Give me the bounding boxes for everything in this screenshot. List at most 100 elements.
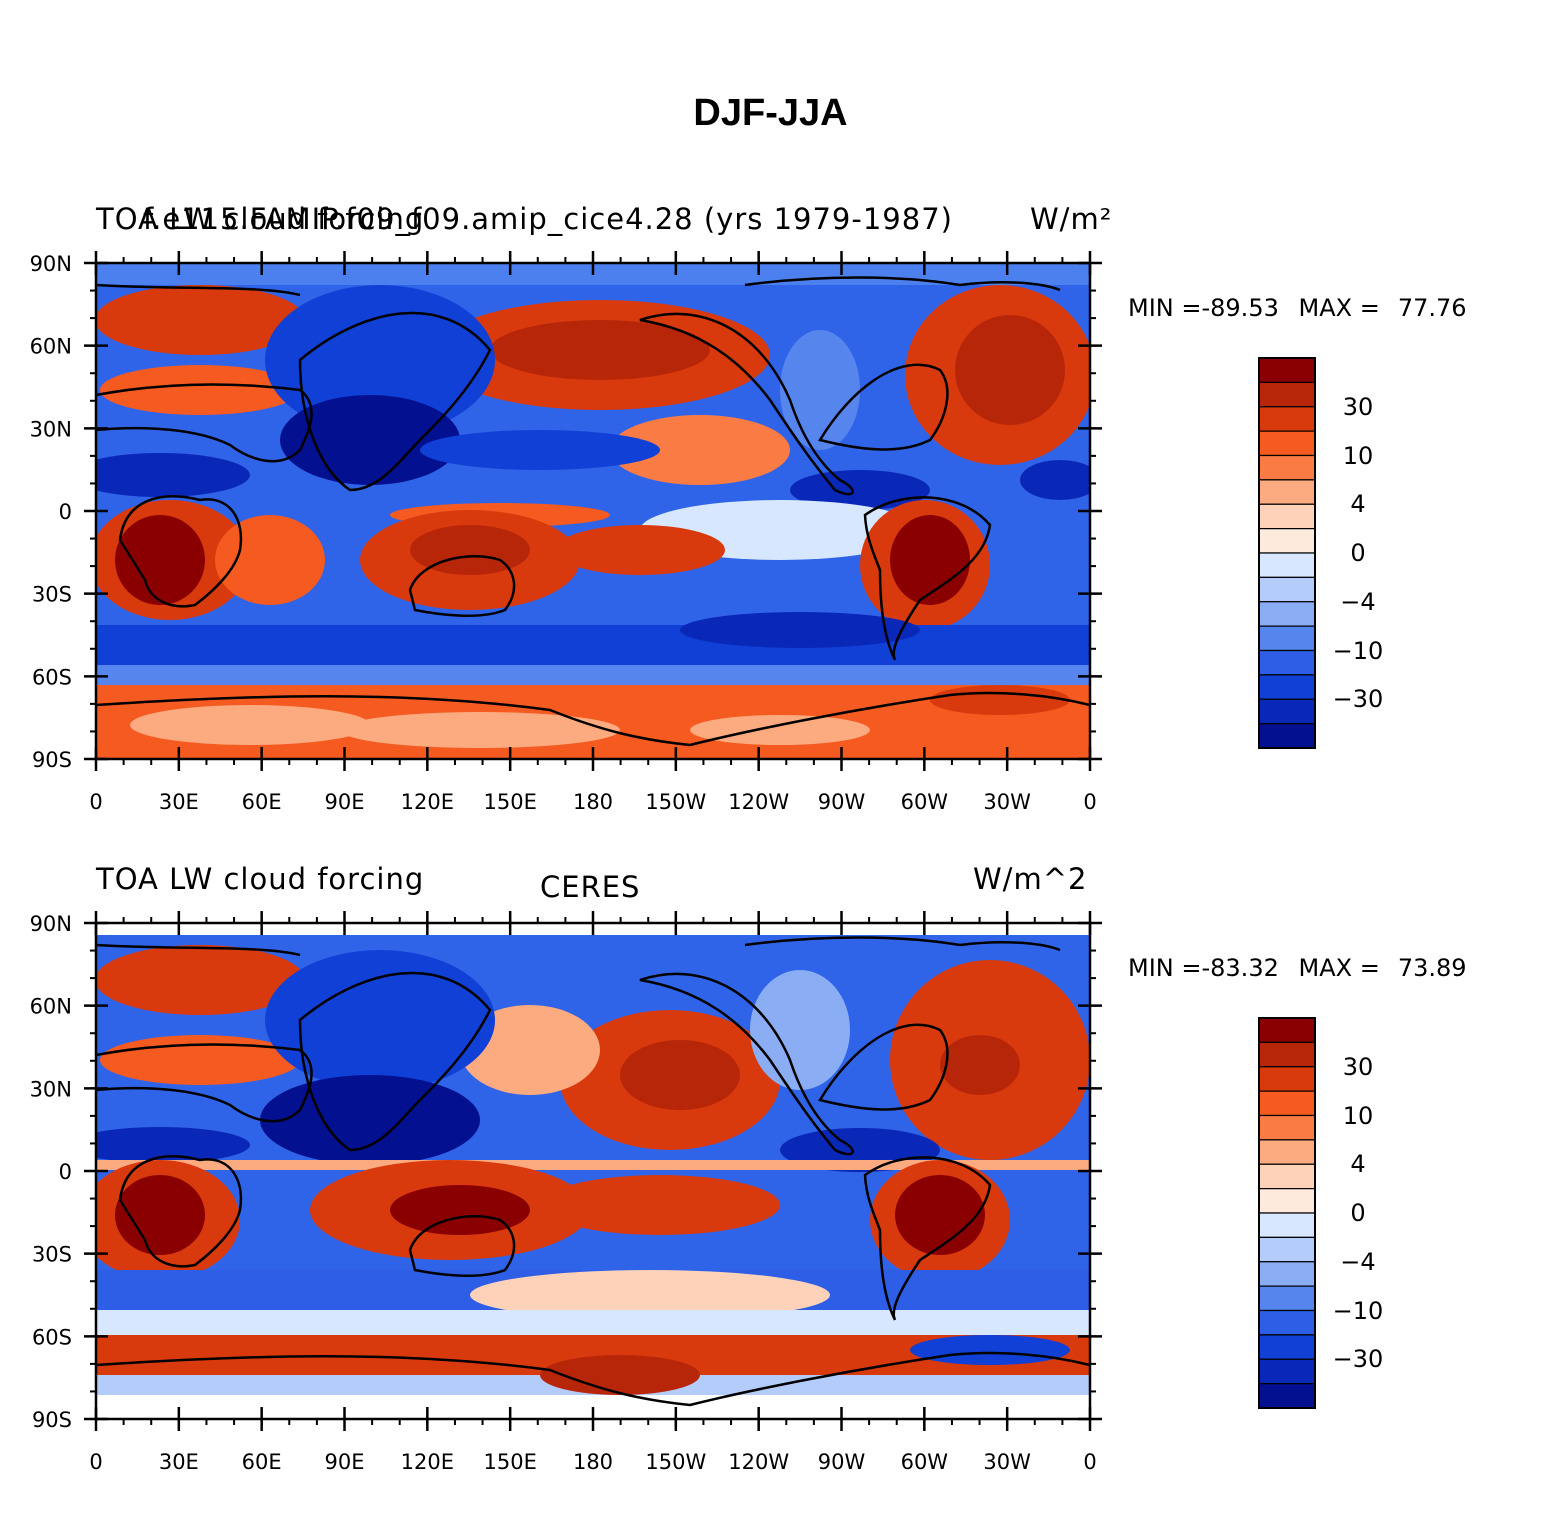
colorbar-swatch xyxy=(1258,1090,1316,1117)
colorbar-swatch xyxy=(1258,1017,1316,1043)
map-plot-model: 90N 60N 30N 0 30S 60S 90S 0 30E 60E 90E 120E 150E 180… xyxy=(30,251,1316,814)
field-blob xyxy=(96,945,305,1015)
colorbar-obs xyxy=(1258,1017,1316,1409)
colorbar-swatch xyxy=(1258,1041,1316,1068)
colorbar-swatch xyxy=(1258,649,1316,676)
colorbar-tick-label: −4 xyxy=(1340,1247,1376,1276)
field-blob xyxy=(265,285,495,435)
coastlines xyxy=(96,936,1090,1407)
lon-tick-label: 120W xyxy=(728,790,789,814)
lon-tick-label: 180 xyxy=(573,790,613,814)
lon-tick-label: 0 xyxy=(89,1450,102,1474)
lat-tick-label: 30S xyxy=(32,583,72,607)
lon-tick-label: 150W xyxy=(645,790,706,814)
field-blob xyxy=(895,1175,985,1255)
colorbar-tick-label: −4 xyxy=(1340,587,1376,616)
colorbar-tick-label: 0 xyxy=(1350,1199,1366,1227)
colorbar-frame xyxy=(1258,357,1316,749)
field-blob xyxy=(96,453,250,497)
field-blob xyxy=(340,712,620,748)
colorbar-swatch xyxy=(1258,1236,1316,1263)
lat-tick-label: 0 xyxy=(59,500,72,524)
panel-obs: 90N 60N 30N 0 30S 60S 90S 0 30E 60E 90E 120E 150E 180… xyxy=(0,850,1541,1510)
colorbar-tick-label: 0 xyxy=(1350,539,1366,567)
lon-tick-label: 120E xyxy=(401,1450,454,1474)
colorbar-swatch xyxy=(1258,1163,1316,1190)
colorbar-swatch xyxy=(1258,1139,1316,1165)
lon-tick-label: 120E xyxy=(401,790,454,814)
field-blob xyxy=(100,1035,300,1085)
colorbar-model xyxy=(1258,357,1316,749)
field-blob xyxy=(620,1040,740,1110)
lat-tick-label: 60N xyxy=(30,995,72,1019)
lat-tick-label: 30N xyxy=(30,1077,72,1101)
colorbar-swatch xyxy=(1258,406,1316,432)
field-blob xyxy=(460,1005,600,1095)
field-blob xyxy=(115,1175,205,1255)
panel-left-label: TOA LW cloud forcing xyxy=(96,862,425,896)
min-value: -83.32 xyxy=(1201,954,1279,982)
colorbar-tick-label: 10 xyxy=(1342,1101,1374,1130)
field-blob xyxy=(470,1270,830,1320)
colorbar-swatch xyxy=(1258,479,1316,505)
field-blob xyxy=(680,612,920,648)
lon-tick-label: 90E xyxy=(325,1450,365,1474)
colorbar-swatch xyxy=(1258,1066,1316,1092)
colorbar-swatch xyxy=(1258,1358,1316,1385)
lon-tick-label: 150E xyxy=(483,790,536,814)
field-blob xyxy=(610,415,790,485)
colorbar-swatch xyxy=(1258,1334,1316,1360)
min-label: MIN = xyxy=(1128,294,1202,322)
panel-units-label: W/m^2 xyxy=(973,862,1088,896)
field-blob xyxy=(215,515,325,605)
colorbar-swatch xyxy=(1258,381,1316,408)
colorbar-tick-label: 30 xyxy=(1342,1052,1374,1081)
lon-tick-label: 0 xyxy=(1083,790,1096,814)
colorbar-tick-label: 10 xyxy=(1342,441,1374,470)
lon-tick-label: 180 xyxy=(573,1450,613,1474)
lat-tick-label: 30N xyxy=(30,417,72,441)
colorbar-swatch xyxy=(1258,1383,1316,1409)
lat-tick-label: 90N xyxy=(30,912,72,936)
map-plot-obs: 90N 60N 30N 0 30S 60S 90S 0 30E 60E 90E 120E 150E 180… xyxy=(30,911,1316,1474)
panel-left-label: TOA LW cloud forcing xyxy=(96,202,425,236)
field-blob xyxy=(96,1127,250,1163)
field-blob xyxy=(490,320,710,380)
colorbar-swatch xyxy=(1258,357,1316,383)
colorbar-swatch xyxy=(1258,723,1316,749)
lon-tick-label: 60E xyxy=(242,790,282,814)
lat-tick-label: 0 xyxy=(59,1160,72,1184)
axis-tick-labels-obs: 90N 60N 30N 0 30S 60S 90S 0 30E 60E 90E 120E 150E 180… xyxy=(30,912,1097,1474)
colorbar-frame xyxy=(1258,1017,1316,1409)
colorbar-tick-label: −10 xyxy=(1332,636,1384,665)
colorbar-swatch xyxy=(1258,430,1316,457)
max-value: 77.76 xyxy=(1397,294,1467,322)
colorbar-swatch xyxy=(1258,1261,1316,1287)
lon-tick-label: 120W xyxy=(728,1450,789,1474)
field-blob xyxy=(955,315,1065,425)
lon-tick-label: 0 xyxy=(89,790,102,814)
field-blob xyxy=(930,685,1070,715)
field-blob xyxy=(260,1075,480,1165)
field-blob xyxy=(690,715,870,745)
colorbar-swatch xyxy=(1258,552,1316,578)
lon-tick-label: 30W xyxy=(983,1450,1031,1474)
colorbar-swatch xyxy=(1258,1188,1316,1214)
panel-center-label: CERES xyxy=(540,870,641,904)
lat-tick-label: 60S xyxy=(32,1325,72,1349)
axis-ticks-obs xyxy=(84,911,1102,1431)
lon-tick-label: 90W xyxy=(818,790,866,814)
colorbar-tick-label: 30 xyxy=(1342,392,1374,421)
colorbar-swatch xyxy=(1258,1309,1316,1336)
max-label: MAX = xyxy=(1298,954,1380,982)
field-blob xyxy=(890,515,970,605)
lon-tick-label: 60W xyxy=(901,790,949,814)
lat-tick-label: 30S xyxy=(32,1243,72,1267)
coastlines xyxy=(96,276,1090,747)
colorbar-swatch xyxy=(1258,528,1316,554)
colorbar-swatch xyxy=(1258,601,1316,627)
panel-center-label: f.e115.FAMIP.f09_f09.amip_cice4.28 (yrs … xyxy=(143,202,953,236)
min-value: -89.53 xyxy=(1201,294,1279,322)
field-blob xyxy=(100,365,300,415)
colorbar-tick-label: −30 xyxy=(1332,685,1384,714)
